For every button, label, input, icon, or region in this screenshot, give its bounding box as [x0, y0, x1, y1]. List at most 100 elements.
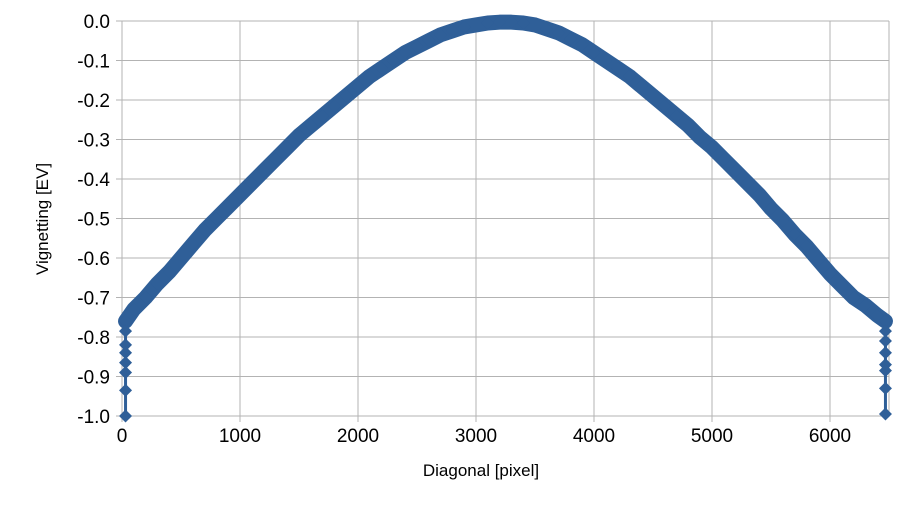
data-point	[504, 15, 518, 29]
data-point	[375, 61, 389, 75]
data-point	[752, 188, 766, 202]
data-point	[670, 109, 684, 123]
data-point	[174, 251, 188, 265]
data-point	[245, 176, 259, 190]
data-point	[693, 131, 707, 145]
x-tick-label: 6000	[809, 426, 851, 447]
y-tick-label: -0.1	[77, 52, 110, 73]
y-axis-label: Vignetting [EV]	[33, 163, 52, 275]
data-point	[740, 176, 754, 190]
left-edge-point	[119, 356, 133, 370]
data-point	[646, 89, 660, 103]
data-point	[410, 40, 424, 54]
right-edge-point	[878, 346, 892, 360]
data-series	[118, 14, 893, 423]
data-point	[611, 61, 625, 75]
data-point	[705, 140, 719, 154]
data-point	[280, 140, 294, 154]
data-point	[119, 314, 133, 328]
x-tick-label: 1000	[219, 426, 261, 447]
data-point	[363, 69, 377, 83]
data-point	[351, 79, 365, 93]
data-point	[516, 16, 530, 30]
data-point	[339, 89, 353, 103]
data-point	[469, 18, 483, 32]
left-edge-point	[119, 383, 133, 397]
data-point	[575, 38, 589, 52]
data-point	[457, 20, 471, 34]
y-tick-label: -0.2	[77, 91, 110, 112]
data-point	[150, 277, 164, 291]
data-point	[764, 202, 778, 216]
data-point	[658, 99, 672, 113]
data-point	[292, 129, 306, 143]
y-tick-label: 0.0	[84, 12, 110, 33]
data-point	[304, 119, 318, 133]
data-point	[599, 54, 613, 67]
data-point	[445, 24, 459, 38]
y-tick-label: -0.6	[77, 249, 110, 270]
right-edge-point	[878, 334, 892, 348]
x-tick-label: 4000	[573, 426, 615, 447]
x-axis-label: Diagonal [pixel]	[423, 461, 539, 480]
tick-labels: 0.0 -0.1 -0.2 -0.3 -0.4 -0.5 -0.6 -0.7 -0.8 -0.9 -…	[77, 12, 851, 447]
data-point	[481, 16, 495, 30]
data-point	[316, 109, 330, 123]
data-point	[870, 308, 884, 322]
data-point	[835, 279, 849, 293]
y-tick-label: -0.4	[77, 170, 110, 191]
y-tick-label: -0.5	[77, 210, 110, 231]
data-point	[847, 291, 861, 304]
y-tick-label: -0.8	[77, 328, 110, 349]
x-tick-label: 3000	[455, 426, 497, 447]
data-point	[162, 265, 176, 279]
y-tick-label: -0.9	[77, 368, 110, 389]
data-point	[186, 237, 200, 251]
data-point	[233, 188, 247, 202]
data-point	[221, 200, 235, 214]
data-point	[788, 227, 802, 241]
data-point	[717, 152, 731, 166]
left-edge-point	[119, 338, 133, 352]
right-edge-point	[878, 407, 892, 421]
left-edge-point	[119, 346, 133, 360]
data-point	[729, 164, 743, 178]
y-tick-label: -0.3	[77, 131, 110, 152]
data-point	[327, 99, 341, 113]
data-point	[634, 79, 648, 93]
x-tick-label: 2000	[337, 426, 379, 447]
data-point	[622, 69, 636, 83]
data-point	[681, 119, 695, 133]
data-point	[799, 239, 813, 253]
data-point	[587, 46, 601, 60]
data-point	[257, 164, 271, 178]
right-edge-point	[878, 364, 892, 378]
x-tick-label: 0	[117, 426, 128, 447]
y-tick-label: -1.0	[77, 407, 110, 428]
data-point	[268, 152, 282, 166]
left-edge-point	[119, 324, 133, 338]
data-point	[552, 26, 566, 40]
data-point	[858, 298, 872, 312]
data-point	[493, 15, 507, 29]
data-point	[198, 223, 212, 237]
y-tick-label: -0.7	[77, 289, 110, 310]
data-point	[209, 212, 223, 225]
left-edge-point	[119, 409, 133, 423]
right-edge-point	[878, 381, 892, 395]
data-point	[563, 32, 577, 46]
data-point	[540, 22, 554, 36]
x-tick-label: 5000	[691, 426, 733, 447]
data-point	[127, 302, 141, 316]
left-edge-point	[119, 366, 133, 380]
data-point	[776, 213, 790, 227]
data-point	[139, 291, 153, 304]
data-point	[811, 253, 825, 267]
data-point	[528, 18, 542, 32]
data-point	[398, 46, 412, 60]
data-point	[386, 54, 400, 67]
data-point	[823, 267, 837, 281]
data-point	[878, 314, 892, 328]
